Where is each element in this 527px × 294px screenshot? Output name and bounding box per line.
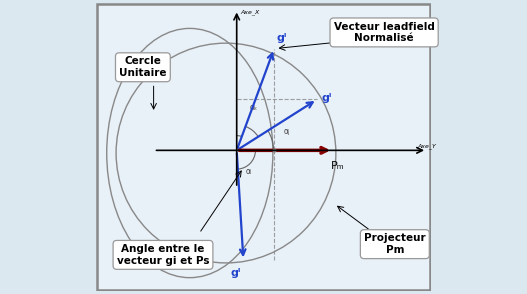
Text: Projecteur
Pm: Projecteur Pm	[364, 233, 426, 255]
Text: αₗ: αₗ	[246, 168, 252, 176]
Text: gᴵ: gᴵ	[230, 268, 240, 278]
Text: Vecteur leadfield
Normalisé: Vecteur leadfield Normalisé	[334, 22, 435, 43]
Text: Pₘ: Pₘ	[330, 161, 344, 171]
Text: αₖ: αₖ	[250, 103, 258, 112]
Text: gᴵ: gᴵ	[321, 93, 331, 103]
Text: Axe_Y: Axe_Y	[417, 143, 436, 148]
Text: gᴵ: gᴵ	[277, 33, 287, 43]
Text: Axe_X: Axe_X	[240, 9, 259, 15]
Text: αⱼ: αⱼ	[284, 127, 290, 136]
Text: Cercle
Unitaire: Cercle Unitaire	[119, 56, 167, 78]
Text: Angle entre le
vecteur gi et Ps: Angle entre le vecteur gi et Ps	[117, 244, 209, 266]
FancyBboxPatch shape	[97, 4, 430, 290]
